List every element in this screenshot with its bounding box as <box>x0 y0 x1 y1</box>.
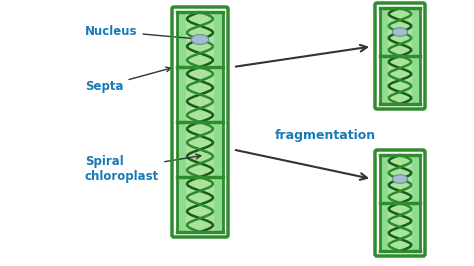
FancyBboxPatch shape <box>388 155 412 203</box>
Bar <box>380 56 420 104</box>
FancyBboxPatch shape <box>177 67 223 122</box>
FancyBboxPatch shape <box>177 12 223 67</box>
Ellipse shape <box>392 28 408 36</box>
FancyBboxPatch shape <box>186 12 214 67</box>
Ellipse shape <box>191 35 209 44</box>
Bar <box>177 12 223 67</box>
FancyBboxPatch shape <box>388 8 412 56</box>
Bar <box>177 122 223 177</box>
Bar <box>380 8 420 56</box>
Bar <box>380 203 420 251</box>
FancyBboxPatch shape <box>388 203 412 251</box>
Bar <box>177 177 223 232</box>
FancyBboxPatch shape <box>380 8 420 56</box>
FancyBboxPatch shape <box>380 155 420 203</box>
Bar <box>380 155 420 203</box>
Text: fragmentation: fragmentation <box>275 128 376 142</box>
FancyBboxPatch shape <box>380 56 420 104</box>
Bar <box>177 67 223 122</box>
FancyBboxPatch shape <box>380 203 420 251</box>
Ellipse shape <box>392 175 408 183</box>
FancyBboxPatch shape <box>186 122 214 177</box>
Text: Septa: Septa <box>85 67 171 93</box>
FancyBboxPatch shape <box>177 122 223 177</box>
FancyBboxPatch shape <box>177 177 223 232</box>
FancyBboxPatch shape <box>388 56 412 104</box>
FancyBboxPatch shape <box>186 67 214 122</box>
Text: Spiral
chloroplast: Spiral chloroplast <box>85 154 201 183</box>
FancyBboxPatch shape <box>186 177 214 232</box>
Text: Nucleus: Nucleus <box>85 25 200 41</box>
